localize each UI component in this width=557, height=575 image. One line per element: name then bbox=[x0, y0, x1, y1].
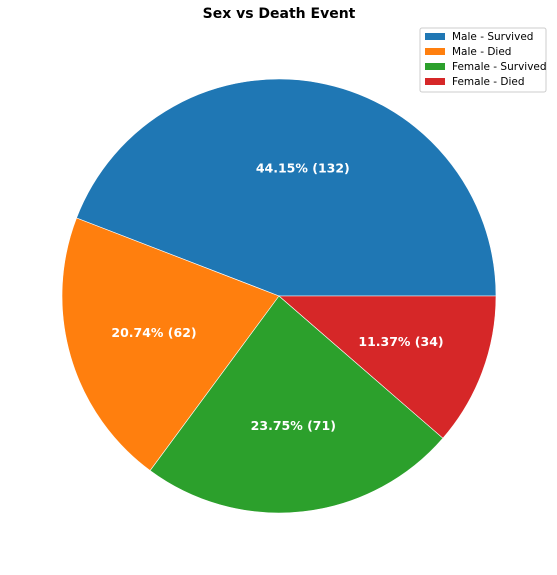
legend-swatch-2 bbox=[425, 48, 445, 55]
legend-swatch-1 bbox=[425, 33, 445, 40]
legend: Male - Survived Male - Died Female - Survi… bbox=[419, 27, 547, 93]
pie-slice-3 bbox=[149, 295, 444, 514]
pie-data-label-4: 11.37% (34) bbox=[358, 334, 443, 349]
legend-swatch-3 bbox=[425, 63, 445, 70]
legend-swatch-4 bbox=[425, 78, 445, 85]
pie-slice-2 bbox=[61, 217, 280, 472]
legend-label-2: Male - Died bbox=[452, 46, 511, 58]
pie-slice-1 bbox=[76, 78, 497, 297]
legend-label-3: Female - Survived bbox=[452, 61, 547, 73]
legend-label-4: Female - Died bbox=[452, 76, 525, 88]
legend-frame bbox=[419, 27, 547, 93]
pie-labels: 44.15% (132) 20.74% (62) 23.75% (71) 11.37%… bbox=[111, 161, 443, 433]
pie-data-label-2: 20.74% (62) bbox=[111, 325, 196, 340]
legend-label-1: Male - Survived bbox=[452, 31, 533, 43]
pie-slice-4 bbox=[278, 295, 497, 439]
pie-data-label-3: 23.75% (71) bbox=[251, 418, 336, 433]
pie-data-label-1: 44.15% (132) bbox=[256, 161, 350, 176]
pie-slices bbox=[61, 78, 497, 514]
chart-title: Sex vs Death Event bbox=[203, 6, 356, 22]
